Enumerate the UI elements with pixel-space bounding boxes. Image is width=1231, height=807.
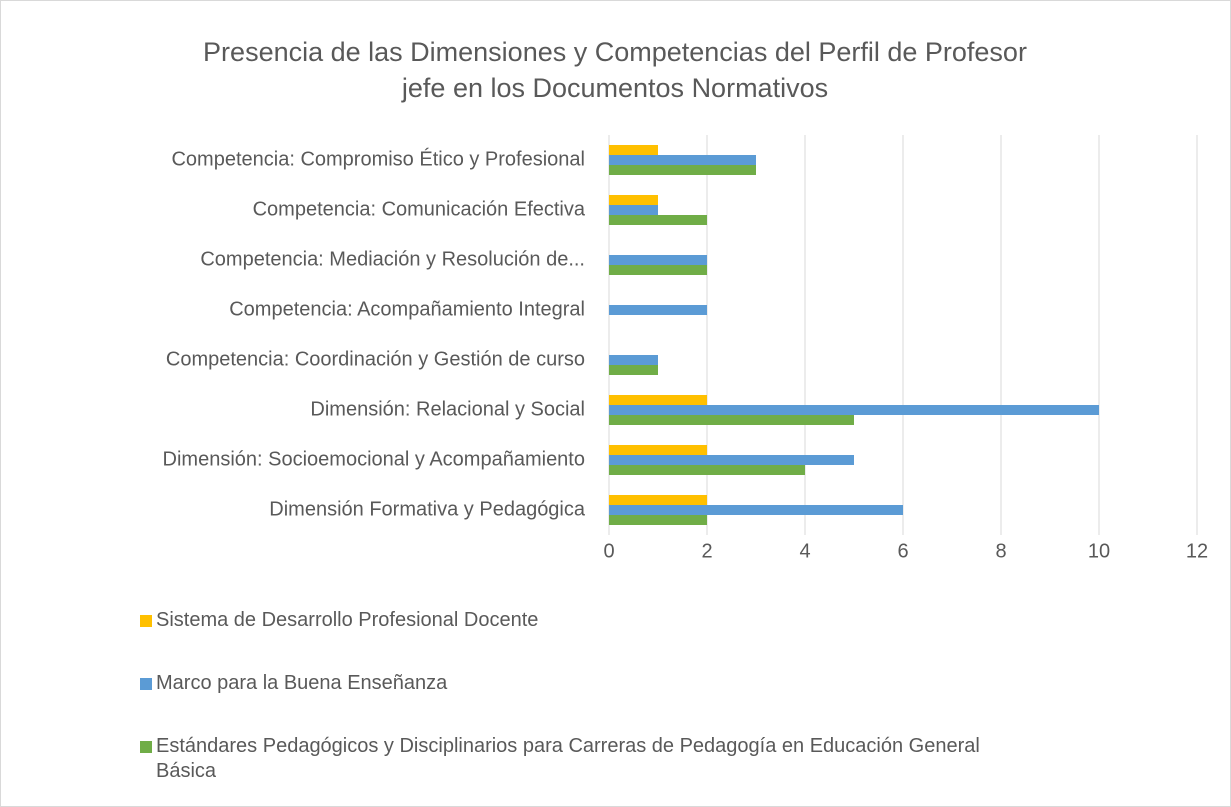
bar bbox=[609, 455, 854, 465]
legend-item: Sistema de Desarrollo Profesional Docent… bbox=[140, 608, 980, 633]
y-tick-label: Dimensión: Relacional y Social bbox=[310, 398, 585, 420]
bar bbox=[609, 255, 707, 265]
bar bbox=[609, 305, 707, 315]
bar bbox=[609, 215, 707, 225]
x-tick-label: 6 bbox=[897, 540, 908, 562]
y-tick-label: Competencia: Mediación y Resolución de..… bbox=[200, 248, 585, 270]
bar bbox=[609, 465, 805, 475]
legend-label: Marco para la Buena Enseñanza bbox=[156, 672, 448, 694]
bar bbox=[609, 515, 707, 525]
x-tick-label: 10 bbox=[1088, 540, 1110, 562]
legend-swatch bbox=[140, 678, 152, 690]
chart-title: Presencia de las Dimensiones y Competenc… bbox=[203, 37, 1027, 103]
bar bbox=[609, 155, 756, 165]
y-tick-label: Competencia: Comunicación Efectiva bbox=[253, 198, 586, 220]
legend-swatch bbox=[140, 741, 152, 753]
y-tick-label: Dimensión Formativa y Pedagógica bbox=[269, 498, 586, 520]
bar bbox=[609, 505, 903, 515]
y-tick-label: Dimensión: Socioemocional y Acompañamien… bbox=[163, 448, 585, 470]
legend-item: Estándares Pedagógicos y Disciplinarios … bbox=[140, 734, 980, 784]
y-tick-label: Competencia: Compromiso Ético y Profesio… bbox=[171, 147, 585, 170]
legend-item: Marco para la Buena Enseñanza bbox=[140, 671, 980, 696]
bar bbox=[609, 415, 854, 425]
legend-label: Sistema de Desarrollo Profesional Docent… bbox=[156, 609, 539, 631]
bar bbox=[609, 355, 658, 365]
bar bbox=[609, 495, 707, 505]
x-tick-label: 12 bbox=[1186, 540, 1208, 562]
bar bbox=[609, 365, 658, 375]
bar bbox=[609, 405, 1099, 415]
x-tick-label: 4 bbox=[799, 540, 810, 562]
bar bbox=[609, 165, 756, 175]
y-tick-label: Competencia: Acompañamiento Integral bbox=[229, 298, 585, 320]
y-tick-label: Competencia: Coordinación y Gestión de c… bbox=[166, 348, 585, 370]
legend-label: Estándares Pedagógicos y Disciplinarios … bbox=[156, 735, 980, 782]
bar bbox=[609, 195, 658, 205]
bar bbox=[609, 395, 707, 405]
legend: Sistema de Desarrollo Profesional Docent… bbox=[140, 608, 980, 807]
legend-swatch bbox=[140, 615, 152, 627]
bar bbox=[609, 205, 658, 215]
x-tick-label: 2 bbox=[701, 540, 712, 562]
bar bbox=[609, 265, 707, 275]
x-tick-label: 8 bbox=[995, 540, 1006, 562]
x-tick-label: 0 bbox=[603, 540, 614, 562]
bar bbox=[609, 145, 658, 155]
bar bbox=[609, 445, 707, 455]
